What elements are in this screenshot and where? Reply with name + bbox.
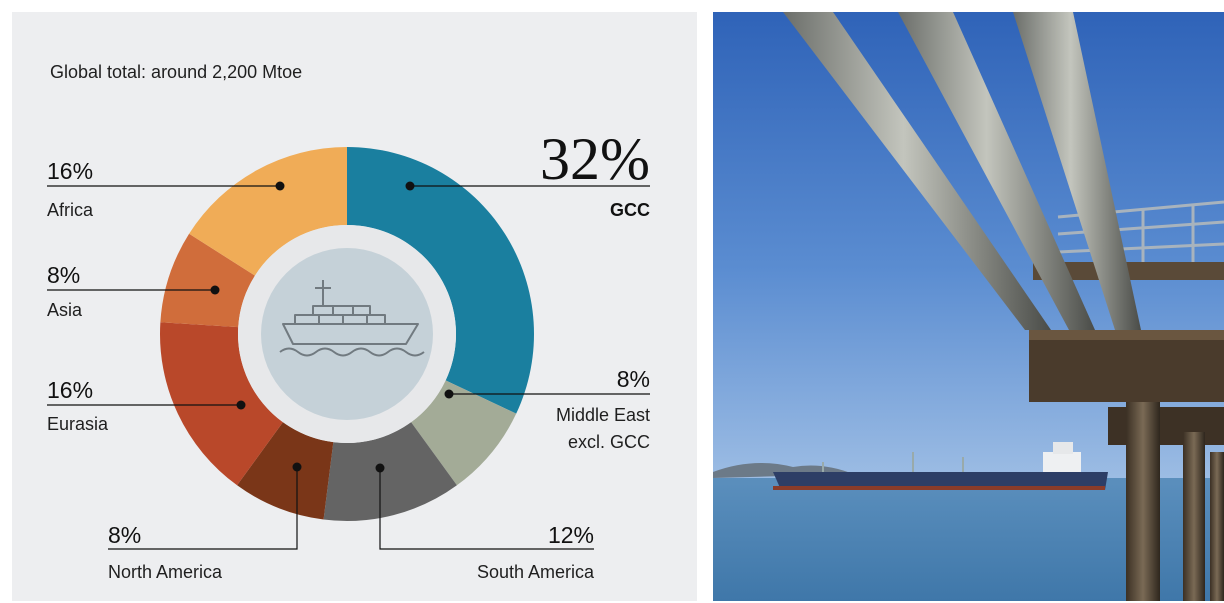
pipelines xyxy=(783,12,1141,330)
cargo-ship-icon xyxy=(279,280,425,357)
category-label-south-america: South America xyxy=(477,562,595,582)
leader-dot-north-america xyxy=(292,462,302,472)
slice-eurasia xyxy=(160,322,283,486)
photo-illustration xyxy=(713,12,1224,601)
pct-label-south-america: 12% xyxy=(548,522,594,548)
pct-label-africa: 16% xyxy=(47,158,93,184)
center-circle xyxy=(261,248,433,420)
leader-dot-south-america xyxy=(375,463,385,473)
category-label-asia: Asia xyxy=(47,300,83,320)
tanker-ship xyxy=(773,442,1108,490)
chart-panel: Global total: around 2,200 Mtoe xyxy=(12,12,697,601)
leader-dot-africa xyxy=(275,181,285,191)
pct-label-gcc: 32% xyxy=(540,126,650,192)
pct-label-middle-east: 8% xyxy=(617,366,650,392)
pct-label-eurasia: 16% xyxy=(47,377,93,403)
slice-gcc xyxy=(347,147,534,414)
category-label-africa: Africa xyxy=(47,200,94,220)
pct-label-asia: 8% xyxy=(47,262,80,288)
category-label-middle-east-line1: Middle East xyxy=(556,405,650,425)
slice-middle-east-excl-gcc xyxy=(411,380,517,486)
donut-chart: Global total: around 2,200 Mtoe xyxy=(47,62,650,582)
pct-label-north-america: 8% xyxy=(108,522,141,548)
pier-structure xyxy=(1029,200,1224,601)
category-label-middle-east-line2: excl. GCC xyxy=(568,432,650,452)
leader-line-north-america xyxy=(108,467,298,550)
slice-asia xyxy=(160,233,255,328)
leader-dot-middle-east xyxy=(444,389,454,399)
donut-slices xyxy=(160,147,534,521)
leader-dots xyxy=(210,181,454,473)
category-label-north-america: North America xyxy=(108,562,223,582)
leader-dot-asia xyxy=(210,285,220,295)
slice-north-america xyxy=(237,422,334,520)
leader-line-south-america xyxy=(379,468,594,550)
oil-pipeline-pier-with-tanker-photo xyxy=(713,12,1224,601)
chart-subtitle: Global total: around 2,200 Mtoe xyxy=(50,62,302,82)
category-label-eurasia: Eurasia xyxy=(47,414,109,434)
leader-dot-eurasia xyxy=(236,400,246,410)
leader-lines xyxy=(47,185,650,550)
slice-south-america xyxy=(323,422,457,521)
category-label-gcc: GCC xyxy=(610,200,650,220)
leader-dot-gcc xyxy=(405,181,415,191)
slice-africa xyxy=(189,147,347,276)
